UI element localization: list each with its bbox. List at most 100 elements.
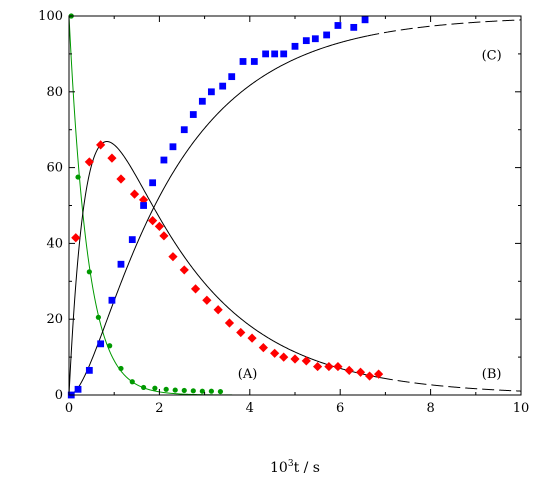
data-point-a bbox=[118, 365, 124, 372]
data-point-b bbox=[96, 140, 106, 150]
data-point-b bbox=[190, 284, 201, 294]
data-point-b bbox=[159, 231, 169, 241]
curve-label: (A) bbox=[238, 367, 258, 382]
data-point-c bbox=[140, 202, 147, 209]
data-point-b bbox=[247, 333, 257, 343]
data-point-c bbox=[189, 111, 197, 118]
data-point-c bbox=[361, 16, 369, 24]
y-tick-label: 20 bbox=[46, 312, 63, 327]
data-point-b bbox=[236, 327, 246, 338]
data-point-c bbox=[302, 37, 310, 45]
data-point-c bbox=[334, 22, 342, 29]
x-tick-label: 2 bbox=[155, 401, 163, 416]
y-tick-label: 100 bbox=[38, 9, 63, 24]
series-b bbox=[71, 140, 384, 381]
x-axis-title-base: 10 bbox=[270, 460, 288, 476]
x-tick-label: 0 bbox=[65, 401, 73, 416]
plot-frame bbox=[68, 15, 522, 396]
y-tick-label: 0 bbox=[55, 388, 63, 403]
y-tick-label: 60 bbox=[46, 161, 63, 176]
data-point-b bbox=[333, 361, 343, 372]
data-point-b bbox=[107, 153, 117, 163]
data-point-c bbox=[350, 23, 358, 31]
x-tick-label: 10 bbox=[513, 401, 530, 416]
data-point-b bbox=[71, 233, 81, 243]
data-point-a bbox=[140, 384, 147, 391]
x-tick-label: 6 bbox=[336, 401, 344, 416]
data-point-a bbox=[217, 388, 224, 395]
data-point-b bbox=[279, 352, 289, 362]
data-point-b bbox=[355, 367, 366, 377]
data-point-a bbox=[107, 343, 113, 349]
data-point-c bbox=[169, 143, 177, 151]
data-point-b bbox=[364, 371, 375, 381]
data-point-b bbox=[224, 318, 235, 328]
fit-curve-c bbox=[68, 35, 368, 396]
data-point-b bbox=[313, 361, 323, 372]
data-point-b bbox=[179, 265, 189, 275]
data-point-b bbox=[213, 305, 223, 315]
curve-label: (B) bbox=[482, 367, 502, 382]
data-point-a bbox=[163, 386, 169, 392]
data-point-a bbox=[129, 379, 135, 385]
curve-annotations: (A) (B) (C) bbox=[238, 49, 502, 382]
data-point-a bbox=[181, 387, 187, 394]
data-point-a bbox=[172, 387, 178, 393]
data-point-b bbox=[116, 174, 126, 184]
data-point-b bbox=[290, 354, 300, 364]
data-point-c bbox=[128, 236, 136, 244]
data-point-b bbox=[258, 343, 268, 353]
data-point-c bbox=[228, 73, 236, 81]
data-point-c bbox=[180, 126, 188, 134]
data-point-b bbox=[84, 157, 94, 167]
data-point-b bbox=[148, 216, 158, 226]
data-point-c bbox=[149, 179, 157, 187]
data-point-c bbox=[250, 58, 258, 65]
axis-ticks bbox=[68, 15, 522, 396]
y-tick-label: 40 bbox=[46, 236, 63, 251]
data-point-a bbox=[86, 269, 92, 275]
data-point-a bbox=[208, 388, 214, 394]
data-point-a bbox=[152, 385, 158, 391]
data-point-b bbox=[168, 252, 178, 262]
data-point-c bbox=[108, 296, 116, 304]
data-point-a bbox=[95, 314, 101, 320]
x-tick-label: 4 bbox=[246, 401, 254, 416]
data-point-a bbox=[199, 388, 205, 394]
fit-curve-b bbox=[68, 141, 381, 396]
data-point-c bbox=[160, 156, 168, 164]
data-point-c bbox=[198, 97, 206, 105]
data-point-b bbox=[154, 221, 164, 231]
data-point-b bbox=[270, 348, 280, 358]
data-point-b bbox=[129, 189, 140, 199]
data-points bbox=[67, 13, 384, 399]
curve-label: (C) bbox=[482, 49, 502, 64]
data-point-b bbox=[324, 361, 334, 372]
fit-curve-b-tail bbox=[380, 377, 522, 392]
data-point-b bbox=[344, 365, 354, 375]
x-tick-label: 8 bbox=[426, 401, 434, 416]
data-point-c bbox=[239, 58, 247, 65]
data-point-c bbox=[280, 50, 288, 58]
y-tick-label: 80 bbox=[46, 85, 63, 100]
data-point-c bbox=[262, 50, 270, 58]
data-point-c bbox=[219, 82, 227, 90]
data-point-c bbox=[85, 366, 93, 374]
data-point-a bbox=[190, 388, 196, 394]
fit-curves bbox=[68, 15, 522, 396]
fit-curve-c-tail bbox=[367, 19, 522, 37]
x-axis-title-exponent: 3 bbox=[288, 459, 294, 469]
fit-curve-a bbox=[68, 15, 232, 396]
data-point-b bbox=[301, 356, 311, 366]
x-axis-title: 103t / s bbox=[270, 459, 320, 476]
x-axis-title-rest: t / s bbox=[294, 460, 320, 476]
data-point-c bbox=[207, 88, 215, 96]
data-point-c bbox=[74, 385, 82, 393]
series-c bbox=[67, 16, 369, 399]
series-a bbox=[68, 13, 224, 395]
data-point-a bbox=[75, 174, 81, 180]
data-point-c bbox=[291, 42, 299, 50]
data-point-c bbox=[323, 31, 331, 39]
